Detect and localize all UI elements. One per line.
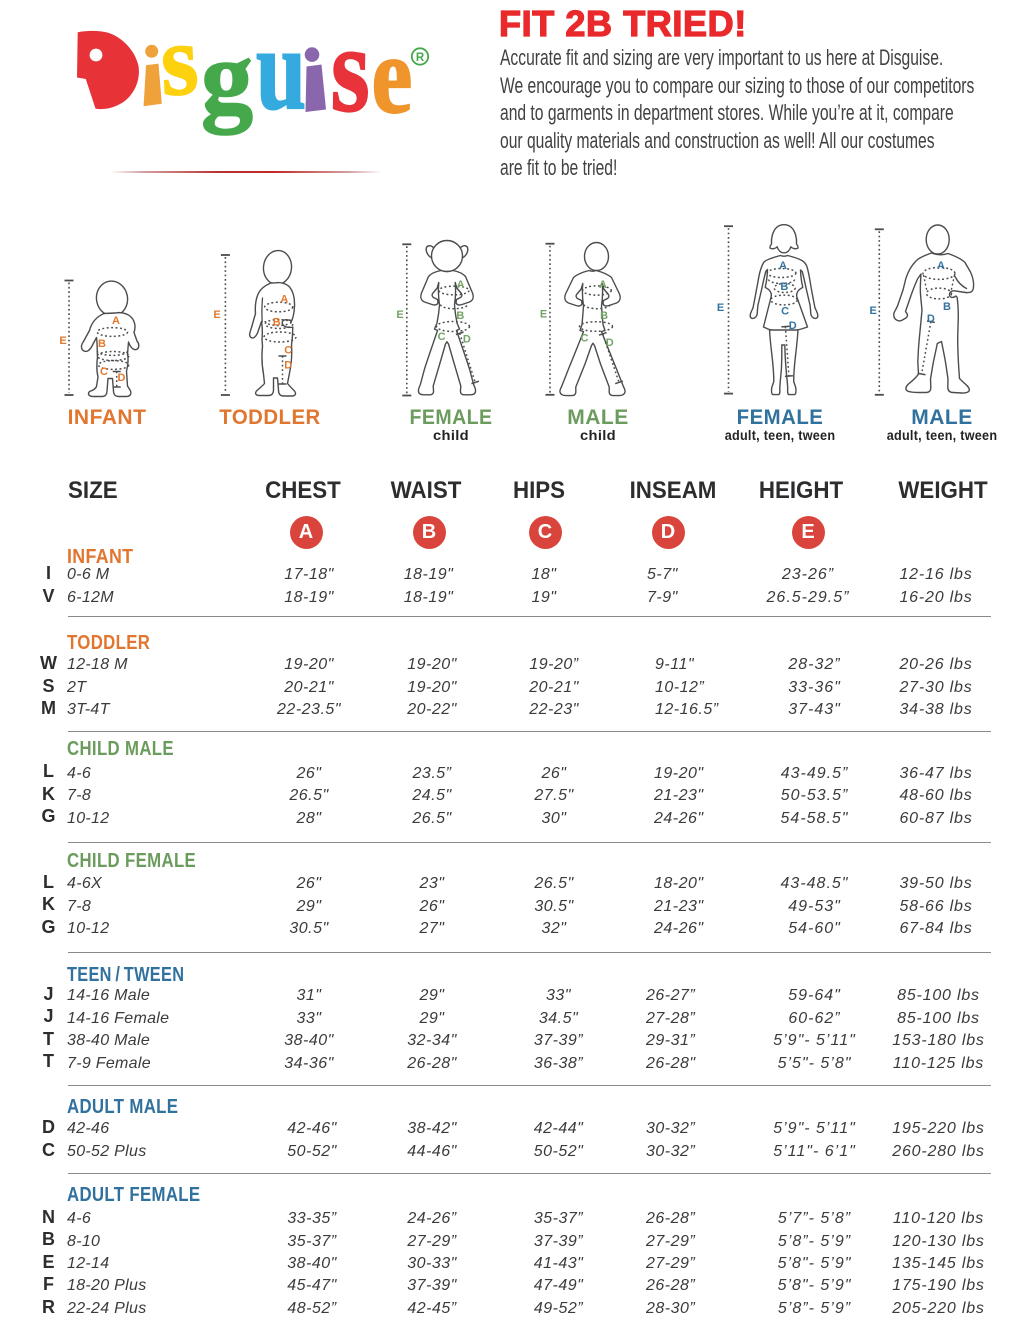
svg-text:s: s [158, 5, 200, 118]
svg-text:s: s [330, 1, 371, 138]
svg-text:E: E [870, 305, 877, 317]
svg-text:E: E [540, 309, 547, 321]
svg-text:R: R [416, 52, 425, 64]
svg-text:E: E [717, 302, 724, 314]
svg-text:D: D [789, 320, 797, 332]
svg-text:C: C [438, 331, 446, 343]
svg-text:D: D [927, 313, 935, 325]
svg-text:u: u [256, 4, 306, 134]
svg-text:C: C [581, 332, 589, 344]
svg-text:E: E [59, 335, 66, 347]
svg-text:D: D [606, 337, 614, 349]
svg-text:B: B [780, 281, 788, 293]
svg-text:g: g [201, 20, 253, 135]
svg-text:A: A [599, 279, 607, 291]
svg-text:B: B [943, 301, 951, 313]
svg-text:C: C [781, 305, 789, 317]
svg-text:A: A [937, 260, 945, 272]
svg-text:C: C [284, 344, 292, 356]
svg-text:B: B [273, 316, 281, 328]
svg-text:A: A [112, 315, 120, 327]
svg-text:C: C [100, 366, 108, 378]
svg-text:E: E [213, 309, 220, 321]
svg-text:D: D [284, 360, 292, 372]
svg-text:D: D [463, 334, 471, 346]
svg-text:E: E [396, 309, 403, 321]
svg-text:D: D [118, 372, 126, 384]
svg-text:B: B [98, 338, 106, 350]
svg-text:B: B [456, 310, 464, 322]
svg-text:A: A [457, 279, 465, 291]
svg-text:A: A [779, 260, 787, 272]
svg-text:A: A [280, 294, 288, 306]
svg-text:e: e [372, 13, 413, 136]
svg-text:B: B [600, 310, 608, 322]
